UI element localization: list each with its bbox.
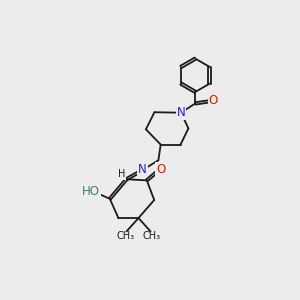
Text: CH₃: CH₃ bbox=[116, 231, 134, 241]
Text: H: H bbox=[118, 169, 126, 179]
Text: N: N bbox=[177, 106, 185, 119]
Text: O: O bbox=[156, 163, 165, 176]
Text: CH₃: CH₃ bbox=[143, 231, 161, 241]
Text: HO: HO bbox=[82, 185, 100, 198]
Text: O: O bbox=[209, 94, 218, 107]
Text: N: N bbox=[138, 164, 147, 176]
